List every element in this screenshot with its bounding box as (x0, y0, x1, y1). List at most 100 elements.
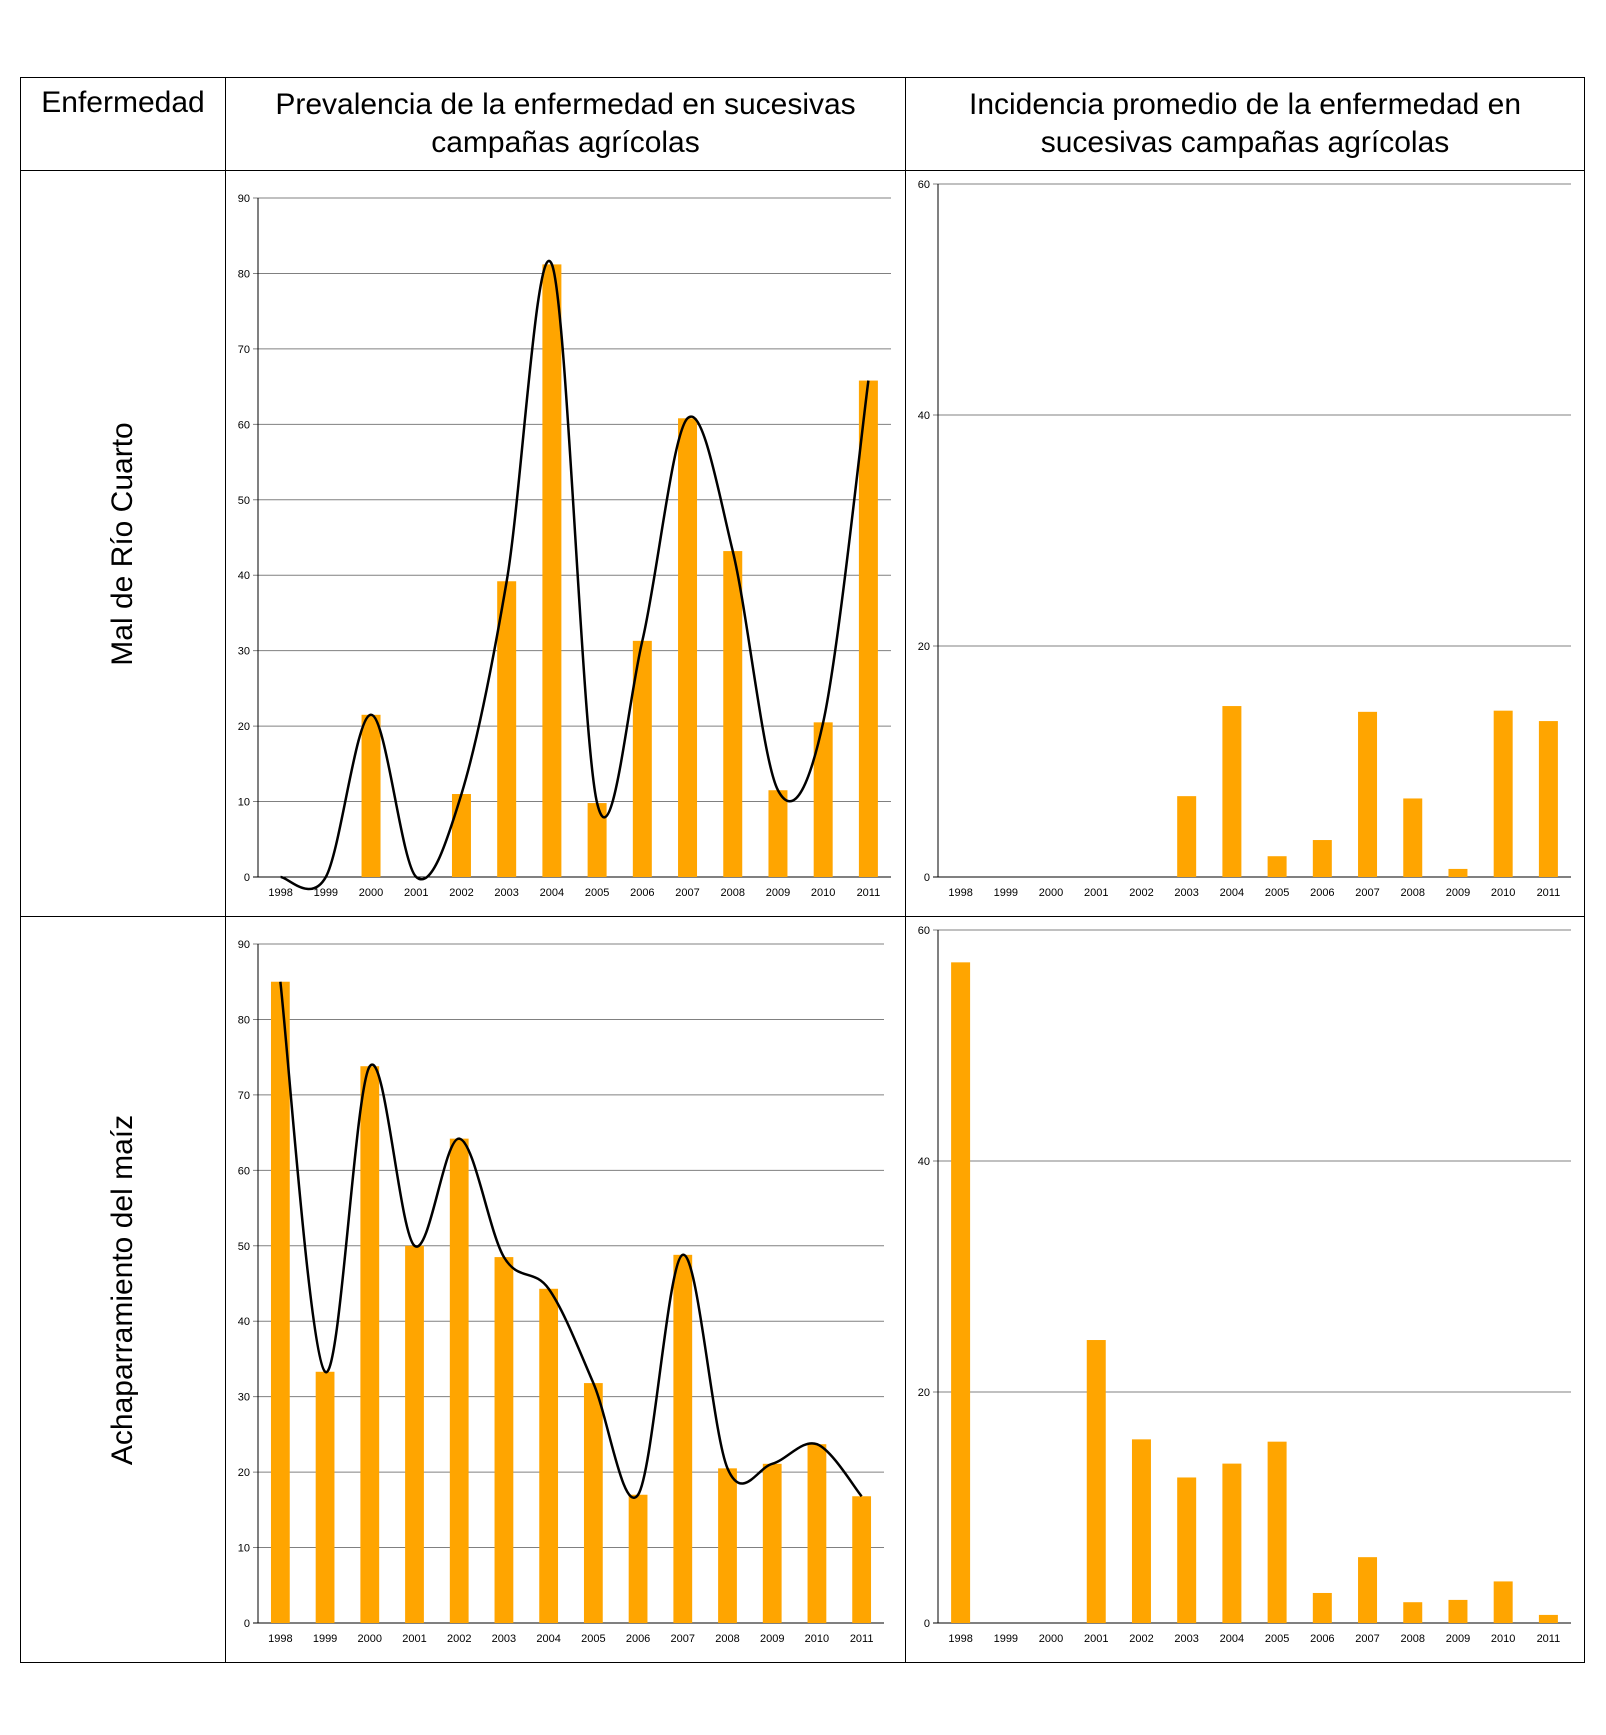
x-tick-label: 2005 (585, 887, 609, 899)
x-tick-label: 2011 (1537, 887, 1561, 899)
chart-cell-mrc-prevalencia: 0 10 20 30 40 50 60 70 80 90 1998 1999 2000 2001 2002 2… (225, 170, 906, 917)
x-tick-label: 2002 (449, 887, 473, 899)
x-tick-label: 2001 (1084, 1633, 1108, 1645)
bar-2004 (539, 1288, 559, 1623)
bar-2007 (1358, 711, 1378, 877)
bar-2009 (1448, 1599, 1468, 1623)
x-tick-label: 2010 (811, 887, 835, 899)
y-tick-label: 30 (238, 1392, 250, 1404)
y-tick-label: 0 (244, 1618, 250, 1630)
x-tick-label: 2009 (1446, 1633, 1470, 1645)
bar-2003 (494, 1257, 514, 1623)
x-tick-label: 2008 (1401, 887, 1425, 899)
row-label-cell-mal-de-rio-cuarto: Mal de Río Cuarto (20, 170, 226, 917)
bar-2000 (360, 1066, 380, 1623)
x-tick-label: 2009 (760, 1633, 784, 1645)
bar-2005 (1267, 1441, 1287, 1623)
y-tick-label: 60 (238, 1165, 250, 1177)
bar-2009 (768, 790, 788, 877)
trend-line (280, 259, 870, 891)
chart-cell-ach-prevalencia: 0 10 20 30 40 50 60 70 80 90 1998 1999 2000 2001 2002 2… (225, 916, 906, 1663)
y-tick-label: 90 (238, 939, 250, 951)
bar-2011 (1538, 721, 1558, 877)
bar-2011 (852, 1496, 872, 1623)
x-tick-label: 2009 (1446, 887, 1470, 899)
x-tick-label: 2004 (536, 1633, 560, 1645)
bar-2001 (405, 1245, 424, 1623)
x-tick-label: 2003 (1174, 1633, 1198, 1645)
bar-2009 (762, 1463, 782, 1623)
bar-2004 (1222, 706, 1242, 877)
x-tick-label: 2001 (1084, 887, 1108, 899)
y-tick-label: 0 (924, 872, 930, 884)
y-tick-label: 40 (918, 1156, 930, 1168)
x-tick-label: 2002 (1129, 1633, 1153, 1645)
y-tick-label: 90 (238, 193, 250, 205)
bar-2010 (1493, 1581, 1513, 1623)
y-tick-label: 10 (238, 1543, 250, 1555)
bar-2008 (718, 1468, 737, 1623)
x-tick-label: 1998 (948, 887, 972, 899)
x-tick-label: 2005 (1265, 887, 1289, 899)
bar-2010 (807, 1444, 827, 1623)
x-tick-label: 2001 (404, 887, 428, 899)
x-tick-label: 2007 (671, 1633, 695, 1645)
bar-2006 (632, 640, 652, 877)
x-tick-label: 2010 (805, 1633, 829, 1645)
chart-ach-incidencia: 0 20 40 60 1998 1999 2000 2001 2002 2003 2004 2005 2… (918, 925, 1571, 1645)
trend-line (279, 981, 863, 1499)
bar-2001 (1086, 1340, 1106, 1623)
bar-2008 (1403, 798, 1423, 877)
y-tick-label: 0 (924, 1618, 930, 1630)
row-label-achaparramiento: Achaparramiento del maíz (106, 1114, 139, 1465)
x-tick-label: 1999 (313, 1633, 337, 1645)
x-tick-label: 2002 (447, 1633, 471, 1645)
x-tick-label: 1998 (268, 1633, 292, 1645)
bar-2007 (673, 1254, 693, 1623)
x-tick-label: 2007 (675, 887, 699, 899)
y-tick-label: 30 (238, 646, 250, 658)
bar-2005 (583, 1383, 603, 1623)
x-tick-label: 2011 (1537, 1633, 1561, 1645)
y-tick-label: 60 (238, 419, 250, 431)
chart-cell-mrc-incidencia: 0 20 40 60 1998 1999 2000 2001 2002 2003 2004 2005 2… (905, 170, 1585, 917)
bar-1998 (951, 962, 971, 1623)
header-incidencia-line1: Incidencia promedio de la enfermedad en (968, 88, 1522, 121)
x-tick-label: 2011 (850, 1633, 874, 1645)
bar-2000 (361, 714, 381, 877)
x-tick-label: 2004 (1220, 1633, 1244, 1645)
y-tick-label: 50 (238, 495, 250, 507)
x-tick-label: 2006 (626, 1633, 650, 1645)
x-tick-label: 2009 (766, 887, 790, 899)
x-tick-label: 2008 (721, 887, 745, 899)
bar-2004 (1222, 1463, 1242, 1623)
y-tick-label: 60 (918, 925, 930, 937)
x-tick-label: 2011 (857, 887, 881, 899)
x-tick-label: 2010 (1491, 887, 1515, 899)
bar-2011 (1538, 1614, 1558, 1623)
x-tick-label: 1999 (994, 1633, 1018, 1645)
bar-2008 (723, 551, 743, 877)
bar-2003 (1177, 796, 1197, 877)
x-tick-label: 2003 (494, 887, 518, 899)
chart-mrc-incidencia: 0 20 40 60 1998 1999 2000 2001 2002 2003 2004 2005 2… (918, 179, 1571, 899)
x-tick-label: 2005 (1265, 1633, 1289, 1645)
x-tick-label: 1999 (994, 887, 1018, 899)
x-tick-label: 2006 (1310, 1633, 1334, 1645)
x-tick-label: 2007 (1355, 887, 1379, 899)
y-tick-label: 70 (238, 1090, 250, 1102)
y-tick-label: 70 (238, 344, 250, 356)
x-tick-label: 2003 (1174, 887, 1198, 899)
x-tick-label: 2000 (358, 1633, 382, 1645)
x-tick-label: 2000 (1039, 887, 1063, 899)
header-prevalencia: Prevalencia de la enfermedad en sucesiva… (225, 77, 906, 171)
x-tick-label: 2008 (715, 1633, 739, 1645)
chart-mrc-prevalencia: 0 10 20 30 40 50 60 70 80 90 1998 1999 2000 2001 2002 2… (238, 193, 891, 899)
chart-ach-prevalencia: 0 10 20 30 40 50 60 70 80 90 1998 1999 2000 2001 2002 2… (238, 939, 884, 1645)
header-incidencia-line2: sucesivas campañas agrícolas (1040, 126, 1450, 159)
x-tick-label: 2006 (630, 887, 654, 899)
y-tick-label: 40 (238, 1316, 250, 1328)
bar-2002 (449, 1138, 469, 1623)
chart-cell-ach-incidencia: 0 20 40 60 1998 1999 2000 2001 2002 2003 2004 2005 2… (905, 916, 1585, 1663)
x-tick-label: 2002 (1129, 887, 1153, 899)
